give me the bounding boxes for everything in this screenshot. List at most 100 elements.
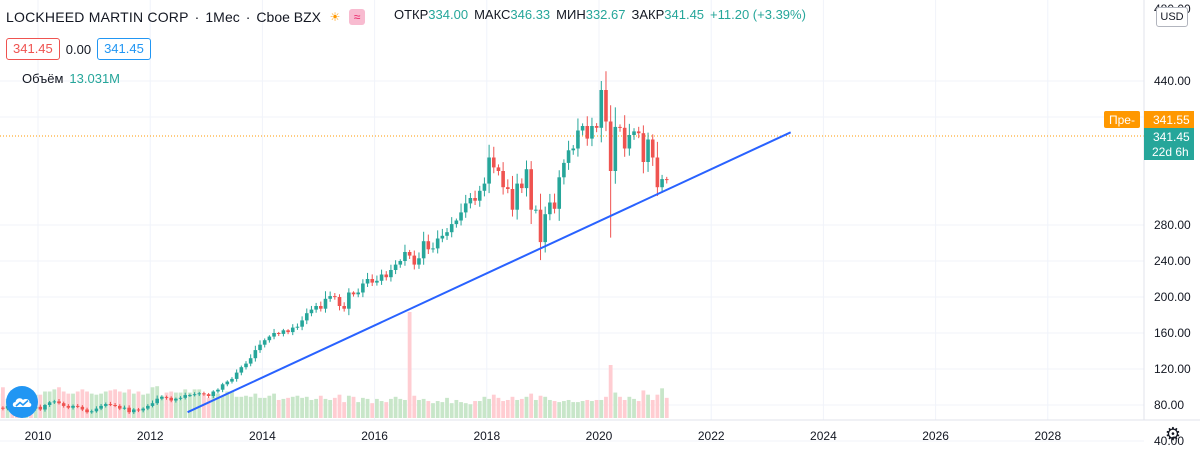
candle-body [160,396,164,399]
volume-bar [650,399,655,418]
candle-body [253,350,258,359]
volume-bar [594,399,599,418]
y-tick-label: 280.00 [1154,218,1191,232]
candle-body [608,121,613,171]
volume-bar [547,399,552,418]
volume-bar [346,395,351,418]
candle-body [127,407,131,413]
volume-bar [407,312,412,418]
candle-body [117,405,122,409]
volume-bar [552,401,557,418]
candle-body [276,333,281,334]
volume-bar [608,365,613,418]
sun-icon[interactable]: ☀ [329,10,341,24]
candle-body [47,402,52,405]
volume-bar [276,399,281,418]
candle-body [188,395,192,397]
spread-value: 0.00 [65,41,92,57]
candle-body [426,241,431,250]
y-tick-label: 80.00 [1154,398,1184,412]
candle-body [473,198,477,201]
ohlc-values: ОТКР 334.00 МАКС 346.33 МИН 332.67 ЗАКР … [394,7,806,22]
candle-body [211,391,216,396]
volume-bar [501,401,506,418]
x-tick-label: 2010 [25,429,52,443]
x-tick-label: 2012 [137,429,164,443]
candle-body [515,183,519,210]
candle-body [333,296,337,298]
volume-bar [89,393,94,418]
candle-body [304,313,309,321]
volume-bar [412,395,417,418]
candle-body [440,235,445,239]
volume-bar [183,389,188,418]
candle-body [75,405,80,407]
volume-bar [267,395,272,418]
volume-bar [576,402,580,418]
candle-body [384,274,389,278]
volume-bar [197,389,202,418]
buy-button[interactable]: 341.45 [97,38,151,60]
candle-body [389,270,393,278]
y-tick-label: 240.00 [1154,254,1191,268]
volume-bar [519,398,524,418]
gear-icon[interactable]: ⚙ [1164,424,1182,444]
volume-bar [159,395,164,418]
candle-body [94,408,99,412]
wave-icon[interactable]: ≈ [349,9,366,25]
candle-body [398,261,403,265]
sell-button[interactable]: 341.45 [6,38,60,60]
volume-bar [178,392,183,418]
candle-body [477,190,482,201]
candle-body [71,405,75,408]
candle-body [618,126,622,128]
volume-bar [580,401,585,418]
candle-body [206,394,211,396]
candle-body [491,157,496,168]
volume-bar [646,394,650,418]
volume-bar [211,392,216,418]
volume-bar [449,403,454,418]
candle-body [290,327,295,333]
candle-body [407,252,412,256]
volume-bar [295,395,300,418]
trendline[interactable] [187,131,792,414]
volume-bar [562,401,566,418]
candle-body [375,280,379,283]
volume-bar [80,389,85,418]
volume-bar [618,396,622,418]
volume-bar [0,387,5,418]
x-tick-label: 2020 [586,429,613,443]
volume-bar [468,404,473,418]
volume-bar [131,393,136,418]
volume-bar [538,395,543,418]
volume-bar [173,392,178,418]
candle-body [393,264,398,270]
candle-body [323,298,328,309]
volume-bar [370,403,375,418]
candle-body [365,279,370,284]
currency-button[interactable]: USD [1156,7,1188,27]
candle-body [164,396,169,398]
volume-value: 13.031M [69,71,121,86]
interval-label[interactable]: 1Мес [205,9,240,25]
candle-body [468,198,473,204]
x-tick-label: 2016 [361,429,388,443]
volume-bar [290,396,295,418]
candle-body [562,162,566,178]
volume-bar [473,401,477,418]
premarket-label-text: Пре- [1109,113,1135,127]
symbol-header[interactable]: LOCKHEED MARTIN CORP · 1Мес · Cboe BZX ☀… [6,6,366,28]
volume-bar [262,397,267,418]
symbol-title[interactable]: LOCKHEED MARTIN CORP [6,9,189,25]
volume-bars [0,312,669,418]
candle-body [431,248,435,250]
tradingview-cloud-icon[interactable] [6,386,38,418]
volume-bar [477,401,482,418]
volume-bar [258,397,262,418]
volume-legend[interactable]: Объём 13.031M [22,71,120,86]
volume-bar [188,392,192,418]
candle-body [622,127,627,149]
candle-body [543,214,547,243]
